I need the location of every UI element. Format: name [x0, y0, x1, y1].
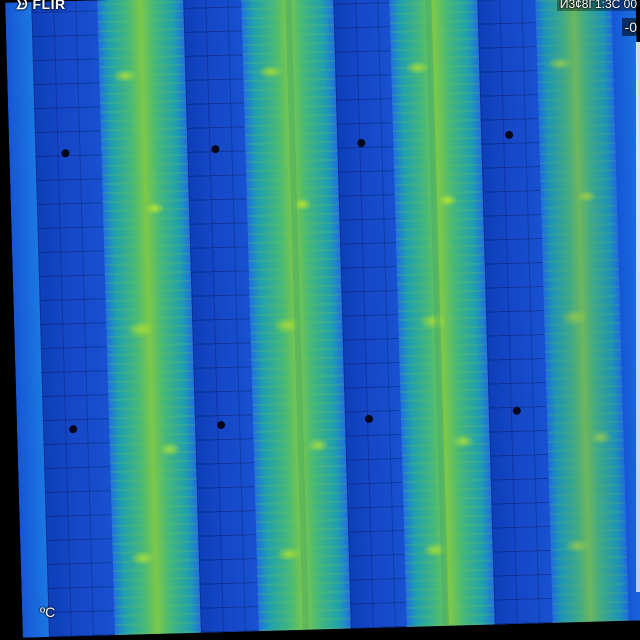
- capture-timestamp: И3¢8Г1:3С 00: [556, 0, 640, 11]
- temperature-max-label: -0: [621, 18, 640, 36]
- temperature-scale-bar: [636, 42, 640, 592]
- thermal-view: [5, 0, 640, 638]
- temperature-unit-label: ºC: [40, 604, 56, 620]
- flir-logo: ᗦ FLIR: [16, 0, 66, 12]
